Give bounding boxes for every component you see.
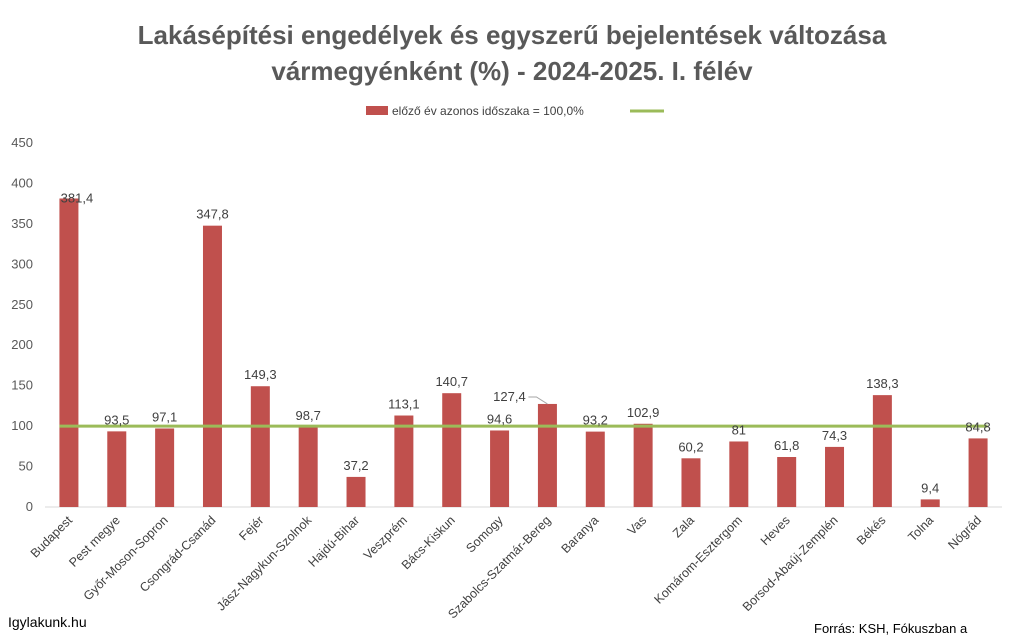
y-tick-label: 200 [11, 337, 33, 352]
data-label: 61,8 [774, 438, 799, 453]
x-category-label: Komárom-Esztergom [652, 513, 745, 606]
bar [202, 225, 222, 507]
data-label: 37,2 [343, 458, 368, 473]
data-label: 93,5 [104, 412, 129, 427]
data-label: 149,3 [244, 367, 277, 382]
bar [59, 198, 79, 507]
y-tick-label: 100 [11, 418, 33, 433]
y-tick-label: 150 [11, 378, 33, 393]
x-category-label: Vas [625, 513, 649, 537]
data-label: 127,4 [493, 389, 526, 404]
bar [490, 430, 510, 507]
y-tick-label: 400 [11, 175, 33, 190]
y-tick-label: 450 [11, 135, 33, 150]
x-category-label: Hajdú-Bihar [306, 513, 363, 570]
data-label: 9,4 [921, 480, 939, 495]
bar [107, 431, 127, 507]
legend: előző év azonos időszaka = 100,0% [366, 104, 664, 118]
x-category-label: Békés [854, 513, 888, 547]
data-label: 84,8 [965, 419, 990, 434]
bar [872, 395, 892, 507]
chart-title-line-1: Lakásépítési engedélyek és egyszerű beje… [138, 20, 887, 50]
data-label: 102,9 [627, 405, 660, 420]
bar [346, 476, 366, 507]
bar [250, 386, 270, 507]
x-category-label: Szabolcs-Szatmár-Bereg [445, 513, 553, 621]
data-label: 94,6 [487, 411, 512, 426]
bars [59, 198, 988, 507]
data-label: 81 [732, 422, 746, 437]
x-category-label: Jász-Nagykun-Szolnok [214, 513, 315, 614]
data-label: 74,3 [822, 428, 847, 443]
bar [537, 403, 557, 507]
chart-title-line-2: vármegyénként (%) - 2024-2025. I. félév [271, 56, 753, 86]
y-tick-label: 350 [11, 216, 33, 231]
x-category-label: Győr-Moson-Sopron [81, 513, 171, 603]
y-tick-label: 300 [11, 256, 33, 271]
x-category-label: Nógrád [945, 513, 984, 552]
x-category-label: Veszprém [361, 513, 410, 562]
x-category-label: Baranya [559, 513, 602, 556]
x-category-label: Zala [670, 513, 697, 540]
x-category-label: Budapest [28, 513, 76, 561]
legend-bar-swatch [366, 106, 388, 115]
data-label: 381,4 [61, 190, 94, 205]
bar [777, 457, 797, 507]
x-category-label: Borsod-Abaúj-Zemplén [740, 513, 841, 614]
y-tick-label: 250 [11, 297, 33, 312]
bar [968, 438, 988, 507]
bar [442, 393, 462, 507]
data-label: 98,7 [296, 408, 321, 423]
data-labels: 381,4 93,5 97,1 347,8 149,3 98,7 37,2 113,1 140,… [61, 190, 991, 495]
bar [585, 431, 605, 507]
data-label: 97,1 [152, 409, 177, 424]
bar [155, 428, 175, 507]
x-category-label: Somogy [463, 513, 506, 556]
data-label: 347,8 [196, 207, 229, 222]
bar [920, 499, 940, 507]
data-label: 113,1 [388, 397, 420, 412]
bar [298, 427, 318, 507]
data-label-leader-line [528, 396, 548, 405]
bar [633, 423, 653, 507]
bar [729, 441, 749, 507]
site-name: Igylakunk.hu [8, 614, 87, 630]
bar [681, 458, 701, 507]
bar [394, 415, 414, 507]
legend-bar-label: előző év azonos időszaka = 100,0% [392, 104, 584, 118]
y-tick-label: 50 [19, 459, 33, 474]
y-tick-label: 0 [26, 499, 33, 514]
data-label: 93,2 [583, 413, 608, 428]
bar [825, 446, 845, 507]
data-label: 140,7 [435, 374, 468, 389]
data-label: 138,3 [866, 376, 899, 391]
data-label: 60,2 [678, 439, 703, 454]
x-category-label: Fejér [236, 513, 266, 543]
x-category-label: Tolna [905, 513, 936, 544]
x-category-label: Heves [758, 513, 793, 548]
source-note: Forrás: KSH, Fókuszban a [814, 621, 968, 636]
